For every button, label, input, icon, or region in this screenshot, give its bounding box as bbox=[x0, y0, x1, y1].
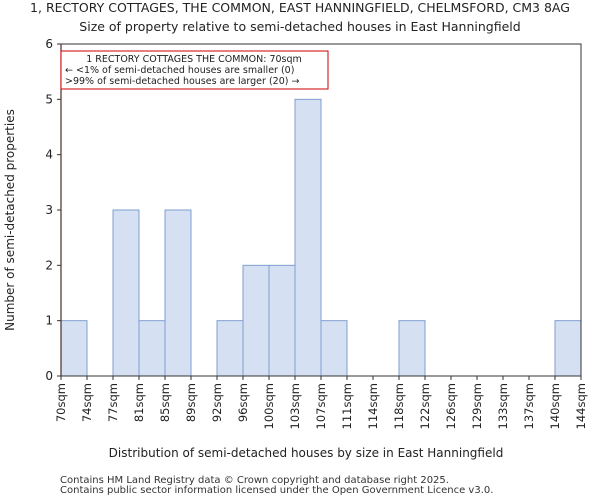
x-tick-label: 81sqm bbox=[132, 383, 146, 422]
y-tick-label: 5 bbox=[45, 92, 53, 106]
x-tick-label: 114sqm bbox=[366, 383, 380, 429]
x-tick-label: 89sqm bbox=[184, 383, 198, 422]
bar-77sqm bbox=[112, 209, 140, 377]
annotation-box: 1 RECTORY COTTAGES THE COMMON: 70sqm ← <… bbox=[60, 50, 329, 90]
chart-title: 1, RECTORY COTTAGES, THE COMMON, EAST HA… bbox=[30, 0, 570, 15]
x-tick-label: 118sqm bbox=[392, 383, 406, 429]
bar-92sqm bbox=[216, 320, 244, 377]
x-tick-label: 122sqm bbox=[418, 383, 432, 429]
x-tick-label: 100sqm bbox=[262, 383, 276, 429]
y-tick-label: 3 bbox=[45, 203, 53, 217]
y-axis-label: Number of semi-detached properties bbox=[3, 109, 17, 331]
y-tick-label: 4 bbox=[45, 148, 53, 162]
annotation-line-3: >99% of semi-detached houses are larger … bbox=[65, 76, 299, 87]
axes-frame bbox=[60, 43, 582, 377]
x-tick-label: 133sqm bbox=[496, 383, 510, 429]
y-tick-label: 1 bbox=[45, 314, 53, 328]
bar-96sqm bbox=[242, 264, 270, 377]
bar-118sqm bbox=[398, 320, 426, 377]
bar-100sqm bbox=[268, 264, 296, 377]
annotation-line-1: 1 RECTORY COTTAGES THE COMMON: 70sqm bbox=[86, 54, 302, 65]
x-tick-label: 107sqm bbox=[314, 383, 328, 429]
x-tick-label: 126sqm bbox=[444, 383, 458, 429]
bar-70sqm bbox=[60, 320, 88, 377]
x-tick-label: 70sqm bbox=[54, 383, 68, 422]
y-tick-label: 2 bbox=[45, 258, 53, 272]
bars-group bbox=[60, 98, 582, 377]
bar-81sqm bbox=[138, 320, 166, 377]
y-tick-label: 0 bbox=[45, 369, 53, 383]
x-tick-label: 74sqm bbox=[80, 383, 94, 422]
y-tick-label: 6 bbox=[45, 37, 53, 51]
footer-line-1: Contains HM Land Registry data © Crown c… bbox=[60, 475, 449, 486]
x-tick-label: 92sqm bbox=[210, 383, 224, 422]
x-tick-label: 96sqm bbox=[236, 383, 250, 422]
x-tick-label: 103sqm bbox=[288, 383, 302, 429]
x-tick-label: 144sqm bbox=[574, 383, 588, 429]
bar-85sqm bbox=[164, 209, 192, 377]
bar-103sqm bbox=[294, 98, 322, 377]
footer-line-2: Contains public sector information licen… bbox=[60, 485, 494, 496]
chart-subtitle: Size of property relative to semi-detach… bbox=[79, 19, 521, 34]
x-tick-label: 129sqm bbox=[470, 383, 484, 429]
x-tick-label: 85sqm bbox=[158, 383, 172, 422]
annotation-border bbox=[60, 50, 329, 90]
x-tick-label: 137sqm bbox=[522, 383, 536, 429]
x-tick-label: 111sqm bbox=[340, 383, 354, 429]
x-axis-label: Distribution of semi-detached houses by … bbox=[109, 446, 504, 460]
annotation-line-2: ← <1% of semi-detached houses are smalle… bbox=[65, 65, 294, 76]
bar-107sqm bbox=[320, 320, 348, 377]
x-tick-label: 77sqm bbox=[106, 383, 120, 422]
x-tick-label: 140sqm bbox=[548, 383, 562, 429]
bar-140sqm bbox=[554, 320, 582, 377]
ticks-group: 0 1 2 3 4 5 6 70sqm 74sqm 77sqm 81sqm 85sqm 89sqm 92s… bbox=[45, 37, 588, 429]
